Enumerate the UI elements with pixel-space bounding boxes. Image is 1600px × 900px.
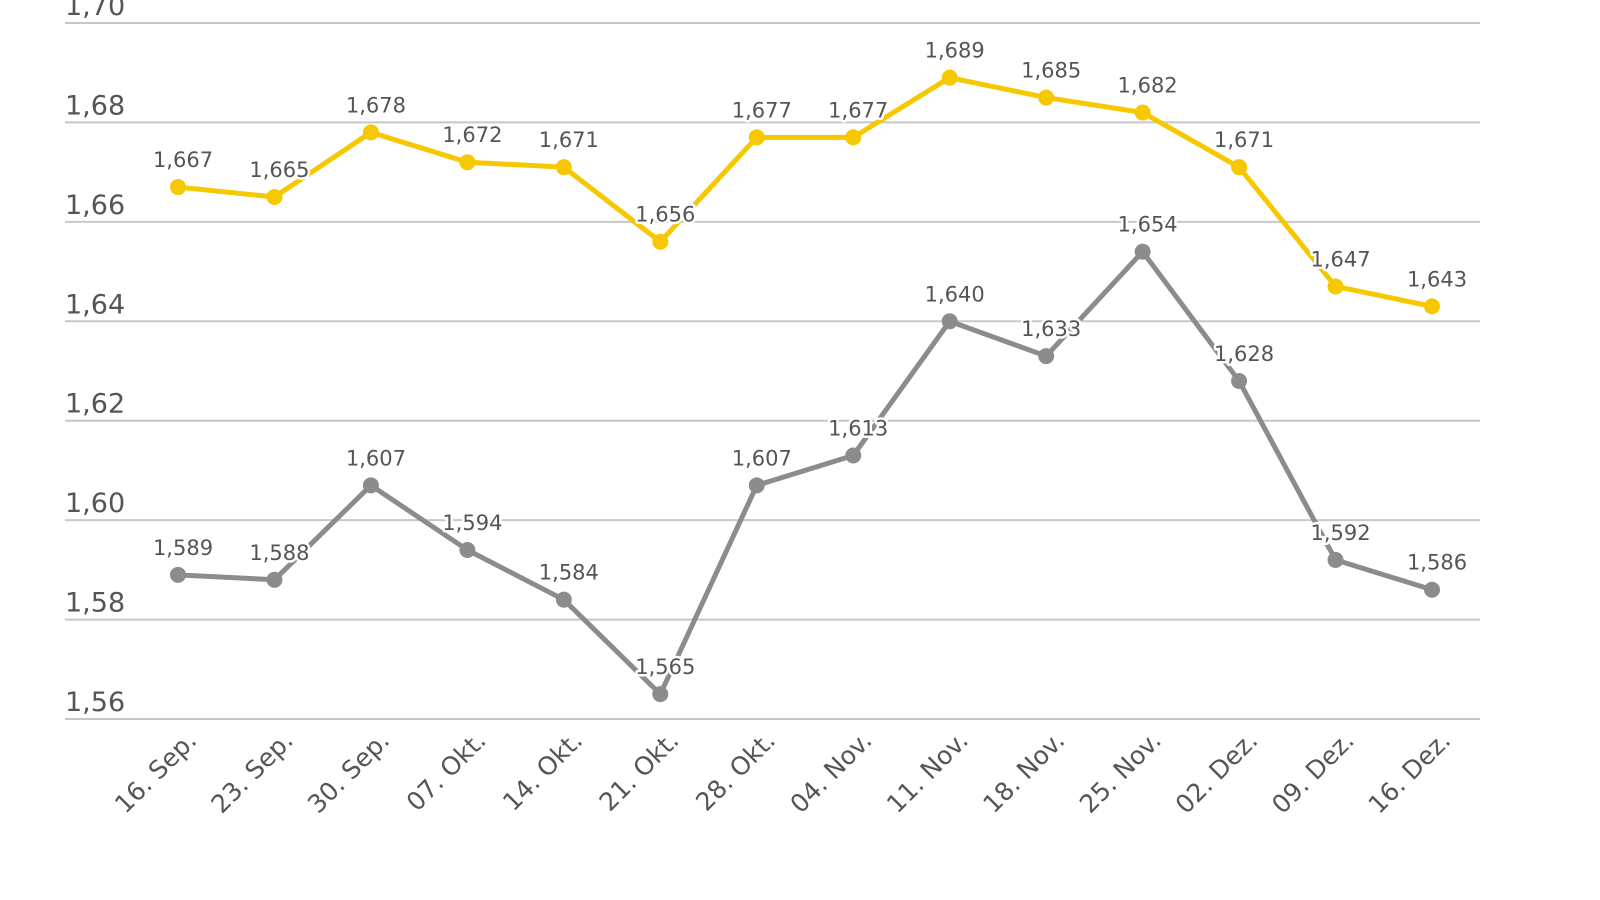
data-point — [652, 686, 669, 703]
data-label: 1,607 — [732, 446, 792, 470]
y-tick-label: 1,66 — [65, 190, 125, 221]
data-point — [845, 447, 862, 464]
data-label: 1,656 — [635, 203, 695, 227]
data-label: 1,607 — [346, 446, 406, 470]
data-label: 1,667 — [153, 148, 213, 172]
data-label: 1,633 — [1021, 317, 1081, 341]
x-tick-label: 02. Dez. — [1170, 726, 1264, 820]
data-label: 1,584 — [539, 561, 599, 585]
y-tick-label: 1,68 — [65, 90, 125, 121]
data-point — [362, 124, 379, 141]
y-tick-label: 1,70 — [65, 0, 125, 22]
data-point — [1424, 298, 1440, 315]
data-label: 1,665 — [249, 158, 309, 182]
data-point — [1327, 551, 1344, 568]
data-label: 1,677 — [732, 98, 792, 122]
data-point — [1134, 243, 1151, 260]
data-point — [170, 179, 186, 196]
x-tick-label: 07. Okt. — [401, 726, 492, 817]
x-tick-label: 16. Dez. — [1363, 726, 1457, 820]
data-point — [1327, 278, 1344, 295]
x-tick-label: 25. Nov. — [1074, 726, 1167, 819]
data-point — [266, 189, 283, 205]
x-tick-label: 28. Okt. — [690, 726, 781, 817]
data-label: 1,671 — [539, 128, 599, 152]
x-tick-label: 14. Okt. — [497, 726, 588, 817]
data-label: 1,586 — [1407, 551, 1467, 575]
data-label: 1,678 — [346, 93, 406, 117]
series-line — [177, 249, 1433, 697]
data-label: 1,654 — [1118, 213, 1178, 237]
data-point — [652, 233, 669, 250]
data-label: 1,671 — [1214, 128, 1274, 152]
data-label: 1,689 — [925, 39, 985, 63]
series-line — [177, 75, 1433, 309]
x-tick-label: 09. Dez. — [1266, 726, 1360, 820]
data-point — [941, 313, 958, 330]
x-tick-label: 11. Nov. — [881, 726, 974, 819]
data-point — [941, 69, 958, 86]
data-label: 1,640 — [925, 282, 985, 306]
data-label: 1,647 — [1310, 247, 1370, 271]
data-label: 1,594 — [442, 511, 502, 535]
data-point — [170, 566, 186, 583]
y-tick-label: 1,60 — [65, 488, 125, 519]
data-point — [1231, 159, 1248, 176]
data-label: 1,592 — [1310, 521, 1370, 545]
x-tick-label: 23. Sep. — [206, 726, 299, 819]
data-label: 1,677 — [828, 98, 888, 122]
data-point — [1134, 104, 1151, 121]
data-label: 1,685 — [1021, 59, 1081, 83]
y-tick-label: 1,56 — [65, 687, 125, 718]
data-point — [266, 571, 283, 588]
data-label: 1,672 — [442, 123, 502, 147]
data-point — [1424, 581, 1440, 598]
data-label: 1,588 — [249, 541, 309, 565]
data-point — [1038, 89, 1055, 106]
x-tick-label: 18. Nov. — [977, 726, 1070, 819]
data-point — [1231, 372, 1248, 389]
data-point — [845, 129, 862, 146]
data-point — [555, 159, 572, 176]
data-label: 1,643 — [1407, 267, 1467, 291]
y-tick-label: 1,62 — [65, 389, 125, 420]
data-label: 1,589 — [153, 536, 213, 560]
y-tick-label: 1,58 — [65, 588, 125, 619]
data-point — [748, 477, 765, 494]
data-label: 1,613 — [828, 417, 888, 441]
data-point — [362, 477, 379, 494]
x-tick-label: 21. Okt. — [594, 726, 685, 817]
data-point — [459, 154, 476, 171]
x-tick-label: 16. Sep. — [109, 726, 202, 819]
y-tick-label: 1,64 — [65, 289, 125, 320]
data-point — [459, 541, 476, 558]
x-tick-label: 30. Sep. — [302, 726, 395, 819]
data-label: 1,565 — [635, 655, 695, 679]
data-point — [555, 591, 572, 608]
data-label: 1,628 — [1214, 342, 1274, 366]
x-tick-label: 04. Nov. — [784, 726, 877, 819]
data-point — [1038, 348, 1055, 365]
data-label: 1,682 — [1118, 73, 1178, 97]
data-point — [748, 129, 765, 146]
